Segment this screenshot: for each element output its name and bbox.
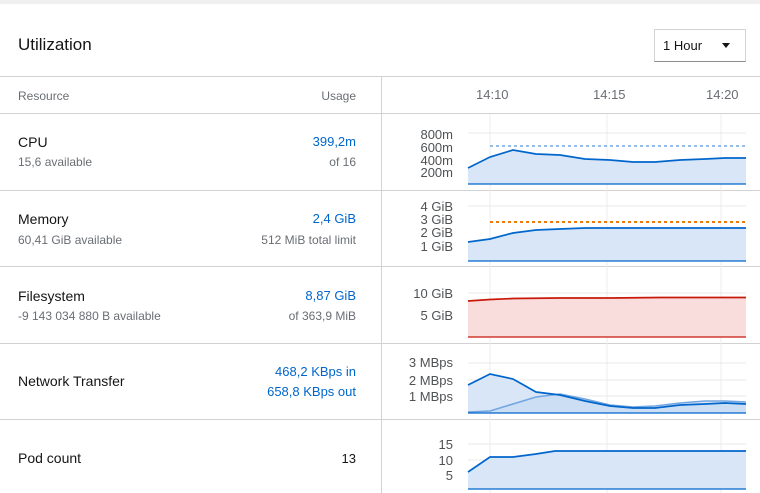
- caret-down-icon: [722, 43, 730, 48]
- time-range-value: 1 Hour: [663, 38, 703, 53]
- memory-usage-link[interactable]: 2,4 GiB: [312, 211, 356, 226]
- network-tick: 2 MBps: [409, 373, 454, 388]
- memory-tick: 2 GiB: [420, 225, 453, 240]
- memory-tick: 4 GiB: [420, 199, 453, 214]
- filesystem-available: -9 143 034 880 B available: [18, 309, 161, 323]
- network-out-area: [468, 394, 746, 413]
- pods-line: [467, 450, 746, 473]
- cpu-usage-line: [467, 149, 746, 169]
- filesystem-tick: 5 GiB: [420, 308, 453, 323]
- utilization-header: Utilization 1 Hour: [0, 4, 760, 77]
- cpu-tick: 400m: [420, 153, 453, 168]
- network-tick: 1 MBps: [409, 389, 454, 404]
- card-title: Utilization: [18, 35, 92, 54]
- memory-area: [468, 228, 746, 261]
- cpu-limit: of 16: [329, 155, 356, 169]
- time-tick-1410: 14:10: [476, 87, 509, 102]
- network-out-link[interactable]: 658,8 KBps out: [267, 384, 356, 399]
- filesystem-name: Filesystem: [18, 288, 85, 304]
- row-divider: [0, 190, 760, 191]
- row-divider: [0, 343, 760, 344]
- top-edge: [0, 0, 760, 4]
- resource-column-header: Resource: [18, 89, 70, 103]
- cpu-tick: 800m: [420, 127, 453, 142]
- memory-available: 60,41 GiB available: [18, 233, 123, 247]
- memory-tick: 1 GiB: [420, 239, 453, 254]
- row-divider: [0, 419, 760, 420]
- time-range-dropdown[interactable]: 1 Hour: [654, 29, 746, 62]
- cpu-tick: 600m: [420, 140, 453, 155]
- pods-tick: 5: [446, 468, 453, 483]
- memory-tick: 3 GiB: [420, 212, 453, 227]
- time-tick-1420: 14:20: [706, 87, 739, 102]
- cpu-usage-link[interactable]: 399,2m: [312, 134, 356, 149]
- row-divider: [0, 113, 760, 114]
- memory-usage-line: [467, 227, 746, 243]
- network-in-line: [467, 373, 747, 409]
- usage-column-header: Usage: [321, 89, 356, 103]
- filesystem-tick: 10 GiB: [413, 286, 453, 301]
- filesystem-usage-link[interactable]: 8,87 GiB: [305, 288, 356, 303]
- cpu-tick: 200m: [420, 165, 453, 180]
- pods-area: [468, 451, 746, 489]
- network-out-line: [467, 393, 747, 413]
- filesystem-area: [468, 297, 746, 337]
- pod-count-name: Pod count: [18, 450, 82, 466]
- cpu-available: 15,6 available: [18, 155, 93, 169]
- pods-tick: 15: [439, 437, 453, 452]
- column-divider: [381, 77, 382, 493]
- pod-count-value: 13: [341, 451, 356, 466]
- time-tick-1415: 14:15: [593, 87, 626, 102]
- memory-limit: 512 MiB total limit: [261, 233, 356, 247]
- row-divider: [0, 266, 760, 267]
- memory-name: Memory: [18, 211, 69, 227]
- network-in-link[interactable]: 468,2 KBps in: [275, 364, 356, 379]
- cpu-name: CPU: [18, 134, 48, 150]
- network-name: Network Transfer: [18, 373, 125, 389]
- network-tick: 3 MBps: [409, 355, 454, 370]
- pods-tick: 10: [439, 453, 453, 468]
- filesystem-usage-line: [467, 296, 746, 302]
- filesystem-limit: of 363,9 MiB: [288, 309, 356, 323]
- cpu-area: [468, 150, 746, 184]
